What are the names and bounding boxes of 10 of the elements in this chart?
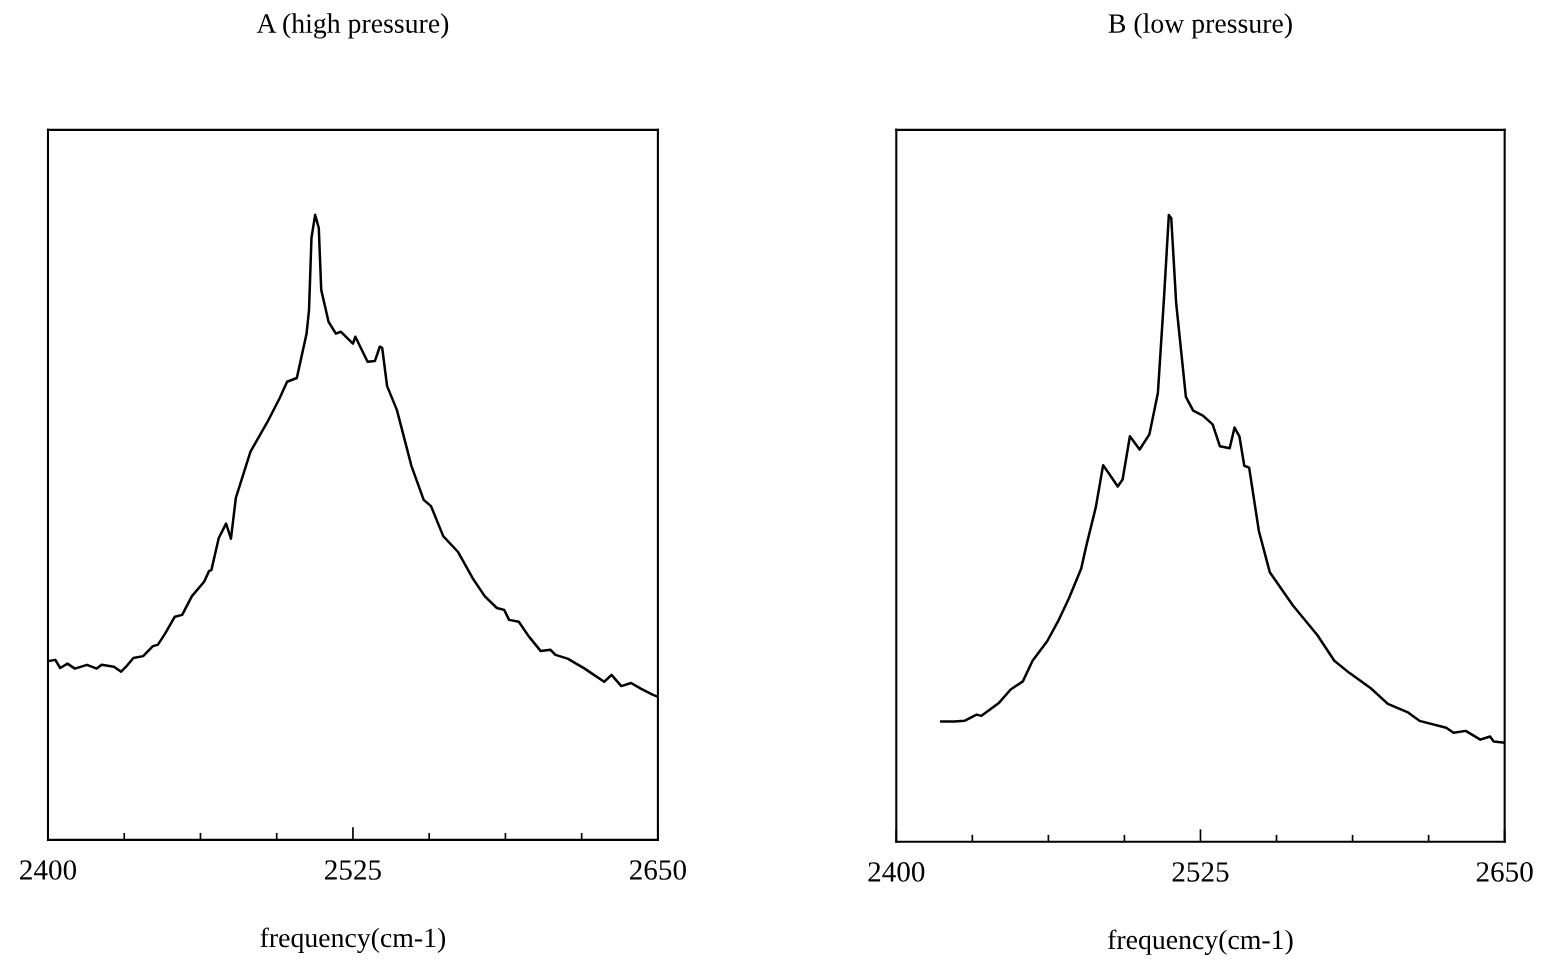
chart-title: A (high pressure) [256, 13, 449, 39]
x-tick-label: 2650 [630, 860, 686, 880]
chart-title: B (low pressure) [1108, 13, 1292, 39]
x-tick-label: 2525 [1172, 862, 1229, 882]
x-axis-title: frequency(cm-1) [1108, 929, 1293, 955]
x-tick-label: 2525 [325, 860, 381, 880]
x-tick-label: 2650 [1476, 862, 1533, 882]
x-axis-title: frequency(cm-1) [260, 927, 446, 953]
x-tick-label: 2400 [20, 860, 77, 880]
x-tick-label: 2400 [868, 862, 925, 882]
